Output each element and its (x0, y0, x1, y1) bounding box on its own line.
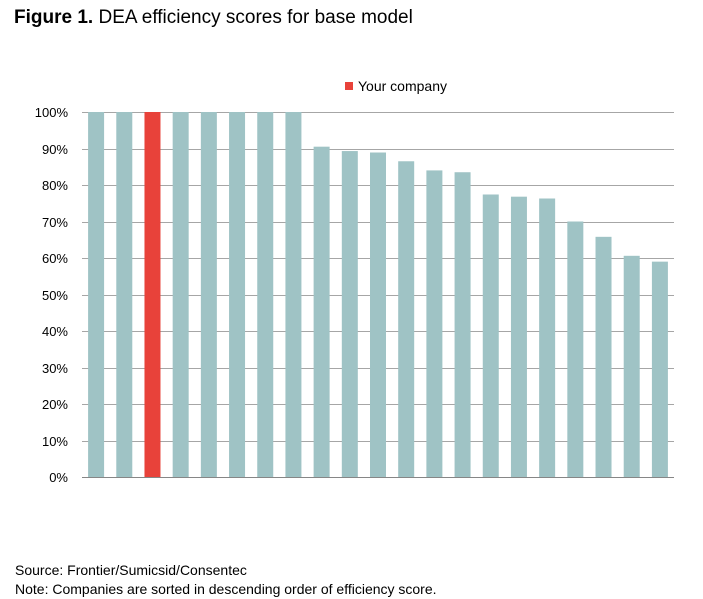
bar-company-9 (313, 146, 330, 477)
bar-company-7 (257, 112, 274, 477)
bar-company-15 (482, 194, 499, 478)
y-tick-label-60: 60% (42, 251, 68, 266)
legend-swatch-your-company (345, 82, 353, 90)
y-tick-label-50: 50% (42, 288, 68, 303)
y-tick-label-40: 40% (42, 324, 68, 339)
bar-company-13 (426, 170, 443, 477)
bar-company-6 (229, 112, 246, 477)
bar-company-16 (510, 196, 527, 477)
y-tick-label-80: 80% (42, 178, 68, 193)
y-tick-label-70: 70% (42, 215, 68, 230)
figure-title: Figure 1. DEA efficiency scores for base… (14, 7, 413, 29)
figure-label: Figure 1. (14, 7, 94, 28)
legend-label-your-company: Your company (358, 78, 447, 94)
y-tick-label-90: 90% (42, 142, 68, 157)
bar-your-company (144, 112, 161, 477)
bar-company-21 (651, 261, 668, 477)
y-tick-label-10: 10% (42, 434, 68, 449)
bar-company-11 (370, 152, 386, 477)
bar-company-14 (454, 172, 471, 478)
source-note: Source: Frontier/Sumicsid/Consentec (15, 562, 247, 578)
bar-company-1 (88, 112, 105, 477)
y-tick-label-20: 20% (42, 397, 68, 412)
y-tick-labels: 0% 10% 20% 30% 40% 50% 60% 70% 80% 90% 100% (35, 105, 69, 485)
bar-company-4 (172, 112, 189, 477)
y-tick-label-0: 0% (49, 470, 68, 485)
bars (88, 112, 668, 478)
y-tick-label-30: 30% (42, 361, 68, 376)
figure-caption: DEA efficiency scores for base model (98, 7, 413, 28)
bar-company-12 (398, 161, 415, 477)
sort-note: Note: Companies are sorted in descending… (15, 581, 437, 597)
y-tick-label-100: 100% (35, 105, 69, 120)
bar-company-10 (341, 151, 358, 477)
chart-legend: Your company (345, 78, 447, 94)
bar-company-17 (539, 198, 556, 477)
bar-company-8 (285, 112, 302, 477)
bar-company-20 (623, 255, 640, 477)
bar-company-18 (567, 221, 584, 477)
bar-company-5 (200, 112, 217, 477)
bar-company-19 (595, 236, 612, 477)
bar-company-2 (116, 112, 133, 477)
